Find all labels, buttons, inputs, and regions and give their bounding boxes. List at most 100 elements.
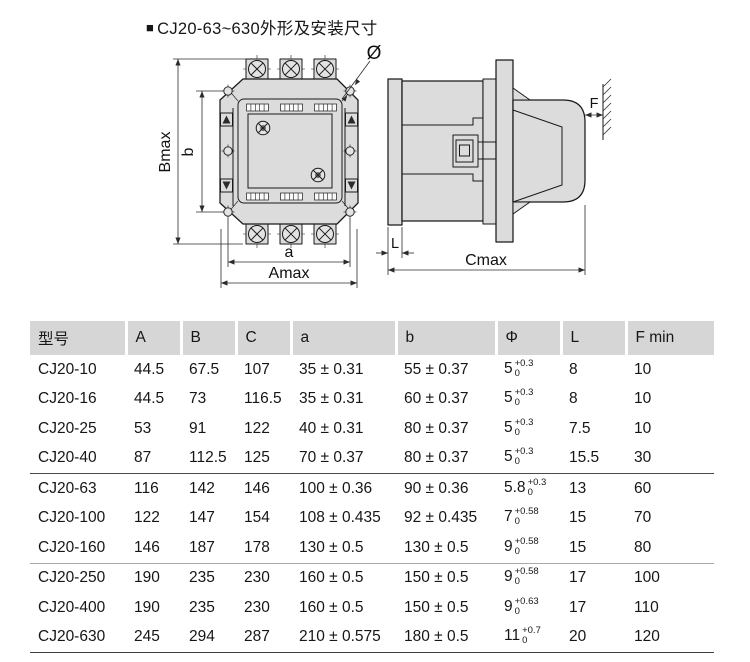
cell-b: 80 ± 0.37 xyxy=(404,419,469,437)
dim-bmax: Bmax xyxy=(157,58,246,245)
column-header-A: A xyxy=(126,321,183,355)
cell-phi: 11 +0.7 0 xyxy=(504,625,541,647)
cell-F-min: 10 xyxy=(634,390,652,408)
dim-amax: Amax xyxy=(220,229,358,288)
cell-L: 15 xyxy=(569,509,587,527)
cell-A: 190 xyxy=(126,562,181,593)
cell-A: 116 xyxy=(126,473,181,504)
cell-C: 230 xyxy=(236,562,291,593)
column-header-b: b xyxy=(396,321,498,355)
arc-chamber xyxy=(512,99,586,203)
cell-phi: 5 +0.3 0 xyxy=(504,416,534,438)
cell-a: 70 ± 0.37 xyxy=(299,449,364,467)
cell-B: 235 xyxy=(189,598,215,616)
cell-C: 107 xyxy=(244,360,270,378)
cell-B: 294 xyxy=(189,628,215,646)
dim-label-a: a xyxy=(285,244,294,261)
cell-a: 160 ± 0.5 xyxy=(291,562,396,593)
table-row: CJ20-160 146 187 178 130 ± 0.5 130 ± 0.5 9 +0.5… xyxy=(30,533,714,563)
dim-label-cmax: Cmax xyxy=(465,252,507,269)
column-header-L: L xyxy=(561,321,628,355)
diameter-symbol: Ø xyxy=(367,43,382,64)
screw-icon xyxy=(310,167,326,183)
column-header-a: a xyxy=(291,321,398,355)
cell-b: 180 ± 0.5 xyxy=(404,628,469,646)
dim-f: F xyxy=(585,96,603,118)
table-row: CJ20-25 53 91 122 40 ± 0.31 80 ± 0.37 5 +0.3 0 7.… xyxy=(30,414,714,444)
cell-model: CJ20-160 xyxy=(38,538,106,556)
screw-icon xyxy=(255,120,271,136)
dim-a: a xyxy=(227,218,351,267)
table-row: CJ20-630 245 294 287 210 ± 0.575 180 ± 0.5 11 +… xyxy=(30,623,714,653)
cell-phi: 9 +0.58 0 xyxy=(496,562,561,593)
cell-A: 87 xyxy=(134,449,152,467)
cell-model: CJ20-25 xyxy=(38,419,97,437)
cell-F-min: 110 xyxy=(634,598,659,616)
table-row: CJ20-250 190 235 230 160 ± 0.5 150 ± 0.5 9 +0.5… xyxy=(30,562,714,593)
cell-b: 130 ± 0.5 xyxy=(404,538,469,556)
mounting-flange xyxy=(495,59,514,243)
cell-a: 130 ± 0.5 xyxy=(299,538,364,556)
cell-phi: 9 +0.58 0 xyxy=(504,535,539,557)
cell-C: 116.5 xyxy=(244,390,282,408)
cell-F-min: 120 xyxy=(634,628,660,646)
cell-C: 287 xyxy=(244,628,270,646)
cell-L: 8 xyxy=(569,360,578,378)
cell-model: CJ20-250 xyxy=(30,562,126,593)
table-row: CJ20-10 44.5 67.5 107 35 ± 0.31 55 ± 0.37 5 +0.… xyxy=(30,355,714,385)
cell-a: 40 ± 0.31 xyxy=(299,419,364,437)
page-title: ■ CJ20-63~630外形及安装尺寸 xyxy=(146,15,750,39)
dim-b: b xyxy=(180,90,223,213)
cell-model: CJ20-100 xyxy=(38,509,106,527)
cell-b: 90 ± 0.36 xyxy=(396,473,496,504)
cell-b: 150 ± 0.5 xyxy=(404,598,469,616)
table-row: CJ20-100 122 147 154 108 ± 0.435 92 ± 0.435 7 +… xyxy=(30,504,714,534)
cell-b: 150 ± 0.5 xyxy=(396,562,496,593)
dim-cmax: Cmax xyxy=(388,205,586,275)
cell-B: 142 xyxy=(181,473,236,504)
cell-L: 20 xyxy=(569,628,587,646)
cell-F-min: 10 xyxy=(634,419,652,437)
cell-B: 67.5 xyxy=(189,360,220,378)
dim-label-bmax: Bmax xyxy=(157,132,174,173)
cell-phi: 5 +0.3 0 xyxy=(504,387,534,409)
cell-a: 210 ± 0.575 xyxy=(299,628,381,646)
table-body: CJ20-10 44.5 67.5 107 35 ± 0.31 55 ± 0.37 5 +0.… xyxy=(30,355,714,653)
cell-C: 154 xyxy=(244,509,270,527)
cell-B: 187 xyxy=(189,538,215,556)
cell-C: 146 xyxy=(236,473,291,504)
table-row: CJ20-400 190 235 230 160 ± 0.5 150 ± 0.5 9 +0.6… xyxy=(30,593,714,623)
cell-L: 13 xyxy=(561,473,626,504)
dim-label-b: b xyxy=(180,147,197,156)
cell-A: 53 xyxy=(134,419,152,437)
table-row: CJ20-40 87 112.5 125 70 ± 0.37 80 ± 0.37 5 +0.3… xyxy=(30,444,714,474)
column-header-C: C xyxy=(236,321,293,355)
cell-phi: 7 +0.58 0 xyxy=(504,506,539,528)
cell-phi: 5 +0.3 0 xyxy=(504,446,534,468)
cell-C: 230 xyxy=(244,598,270,616)
page-title-text: CJ20-63~630外形及安装尺寸 xyxy=(157,20,378,38)
technical-drawing: Bmax b a Amax xyxy=(157,43,612,288)
dim-label-amax: Amax xyxy=(269,265,310,282)
cell-L: 8 xyxy=(569,390,578,408)
cell-a: 160 ± 0.5 xyxy=(299,598,364,616)
column-header-B: B xyxy=(181,321,238,355)
table-row: CJ20-16 44.5 73 116.5 35 ± 0.31 60 ± 0.37 5 +0.… xyxy=(30,385,714,415)
cell-B: 91 xyxy=(189,419,207,437)
cell-b: 92 ± 0.435 xyxy=(404,509,478,527)
side-view: F L Cmax xyxy=(376,59,612,275)
cell-L: 7.5 xyxy=(569,419,591,437)
cell-a: 100 ± 0.36 xyxy=(291,473,396,504)
cell-F-min: 10 xyxy=(634,360,652,378)
cell-model: CJ20-400 xyxy=(38,598,106,616)
column-header-F-min: F min xyxy=(626,321,714,355)
cell-B: 235 xyxy=(181,562,236,593)
cell-C: 125 xyxy=(244,449,270,467)
cell-b: 60 ± 0.37 xyxy=(404,390,469,408)
cell-a: 35 ± 0.31 xyxy=(299,390,364,408)
cell-L: 17 xyxy=(561,562,626,593)
cell-model: CJ20-40 xyxy=(38,449,97,467)
